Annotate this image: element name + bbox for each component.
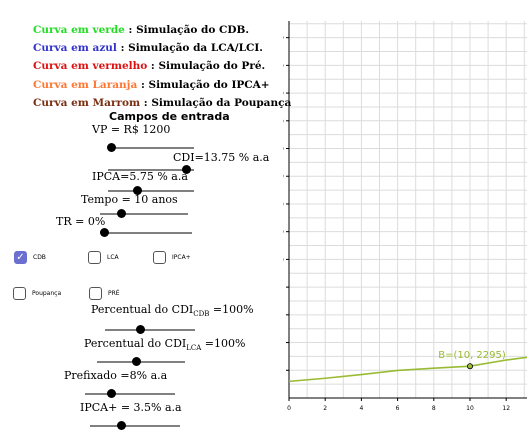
- graph-view[interactable]: 0246810121416200040006000800010000120001…: [283, 0, 527, 429]
- x-tick-label: 2: [323, 405, 327, 412]
- chart-axes: 0246810121416200040006000800010000120001…: [283, 21, 527, 412]
- vp-slider[interactable]: [107, 142, 194, 154]
- y-tick-label: 20000: [283, 119, 284, 125]
- checkbox-cdb-box[interactable]: ✓: [14, 251, 27, 264]
- checkbox-pre[interactable]: PRÉ: [89, 287, 120, 300]
- x-tick-label: 0: [287, 405, 291, 412]
- y-tick-label: 22000: [283, 91, 284, 97]
- vp-label: VP = R$ 1200: [92, 123, 171, 136]
- tempo-label: Tempo = 10 anos: [81, 193, 178, 206]
- cdi-slider-knob[interactable]: [182, 165, 192, 174]
- legend-brown: Curva em Marrom : Simulação da Poupança: [33, 97, 291, 109]
- perc-cdb-prefix: Percentual do CDI: [91, 303, 194, 316]
- checkbox-cdb-label: CDB: [33, 254, 46, 261]
- checkbox-poupanca[interactable]: Poupança: [13, 287, 61, 300]
- y-tick-label: 26000: [283, 36, 284, 42]
- x-tick-label: 6: [396, 405, 400, 412]
- y-tick-label: 18000: [283, 147, 284, 153]
- legend-blue-color: Curva em azul: [33, 42, 117, 54]
- inputs-heading: Campos de entrada: [109, 110, 230, 123]
- tr-slider[interactable]: [99, 227, 192, 239]
- legend-green: Curva em verde : Simulação do CDB.: [33, 24, 249, 36]
- legend-red-color: Curva em vermelho: [33, 60, 148, 72]
- prefixado-label: Prefixado =8% a.a: [64, 369, 168, 382]
- perc-cdb-sub: CDB: [193, 310, 210, 319]
- chart-series: B=(10, 2295): [288, 350, 527, 383]
- perc-lca-sub: LCA: [186, 344, 202, 353]
- x-tick-label: 8: [432, 405, 436, 412]
- checkbox-lca-box[interactable]: [88, 251, 101, 264]
- perc-lca-slider-knob[interactable]: [131, 357, 141, 366]
- checkbox-cdb[interactable]: ✓ CDB: [14, 251, 46, 264]
- prefixado-slider-knob[interactable]: [107, 389, 116, 398]
- checkbox-pre-box[interactable]: [89, 287, 102, 300]
- y-tick-label: 12000: [283, 230, 284, 236]
- checkbox-ipca-plus-box[interactable]: [153, 251, 166, 264]
- legend-red-text: : Simulação do Pré.: [150, 60, 266, 72]
- checkbox-ipca-plus[interactable]: IPCA+: [153, 251, 191, 264]
- legend-blue: Curva em azul : Simulação da LCA/LCI.: [33, 42, 263, 54]
- checkbox-pre-label: PRÉ: [108, 290, 120, 297]
- ipca-label: IPCA=5.75 % a.a: [92, 170, 188, 183]
- extra-slider-knob[interactable]: [116, 421, 126, 430]
- x-tick-label: 10: [466, 405, 474, 412]
- tr-slider-knob[interactable]: [99, 228, 109, 237]
- legend-brown-text: : Simulação da Poupança: [143, 97, 292, 109]
- perc-cdb-label: Percentual do CDICDB =100%: [91, 303, 254, 318]
- cdi-slider[interactable]: [108, 164, 194, 176]
- cdi-label: CDI=13.75 % a.a: [173, 151, 270, 164]
- tempo-slider[interactable]: [100, 208, 188, 220]
- legend-red: Curva em vermelho : Simulação do Pré.: [33, 60, 265, 72]
- tempo-slider-knob[interactable]: [117, 209, 126, 218]
- chart-grid: [289, 21, 527, 398]
- legend-orange-color: Curva em Laranja: [33, 79, 138, 91]
- legend-green-color: Curva em verde: [33, 24, 125, 36]
- ipca-slider-knob[interactable]: [133, 186, 143, 195]
- point-b: [466, 363, 473, 370]
- prefixado-slider[interactable]: [85, 388, 175, 400]
- vp-slider-knob[interactable]: [107, 143, 117, 152]
- y-tick-label: 16000: [283, 174, 284, 180]
- perc-lca-slider[interactable]: [97, 356, 185, 368]
- legend-brown-color: Curva em Marrom: [33, 97, 141, 109]
- perc-lca-prefix: Percentual do CDI: [84, 337, 187, 350]
- perc-cdb-slider[interactable]: [105, 324, 195, 336]
- tr-label: TR = 0%: [56, 215, 106, 228]
- ipca-plus-label: IPCA+ = 3.5% a.a: [80, 401, 182, 414]
- x-tick-label: 12: [502, 405, 510, 412]
- control-panel: Curva em verde : Simulação do CDB. Curva…: [13, 24, 291, 432]
- legend-green-text: : Simulação do CDB.: [128, 24, 250, 36]
- checkbox-poupanca-box[interactable]: [13, 287, 26, 300]
- legend-orange-text: : Simulação do IPCA+: [140, 79, 270, 91]
- legend-orange: Curva em Laranja : Simulação do IPCA+: [33, 79, 270, 91]
- perc-lca-suffix: =100%: [201, 337, 246, 350]
- point-b-label: B=(10, 2295): [438, 350, 506, 361]
- checkbox-lca-label: LCA: [107, 254, 119, 261]
- ipca-slider[interactable]: [108, 185, 194, 197]
- y-tick-label: 10000: [283, 257, 284, 263]
- perc-lca-label: Percentual do CDILCA =100%: [84, 337, 245, 352]
- y-tick-label: 14000: [283, 202, 284, 208]
- perc-cdb-slider-knob[interactable]: [136, 325, 145, 334]
- y-tick-label: 24000: [283, 63, 284, 69]
- legend-blue-text: : Simulação da LCA/LCI.: [120, 42, 263, 54]
- checkbox-poupanca-label: Poupança: [32, 290, 62, 297]
- checkbox-lca[interactable]: LCA: [88, 251, 119, 264]
- x-tick-label: 4: [359, 405, 363, 412]
- cdb-curve: [288, 356, 527, 383]
- extra-slider[interactable]: [90, 420, 180, 432]
- checkbox-ipca-plus-label: IPCA+: [172, 254, 191, 261]
- perc-cdb-suffix: =100%: [209, 303, 254, 316]
